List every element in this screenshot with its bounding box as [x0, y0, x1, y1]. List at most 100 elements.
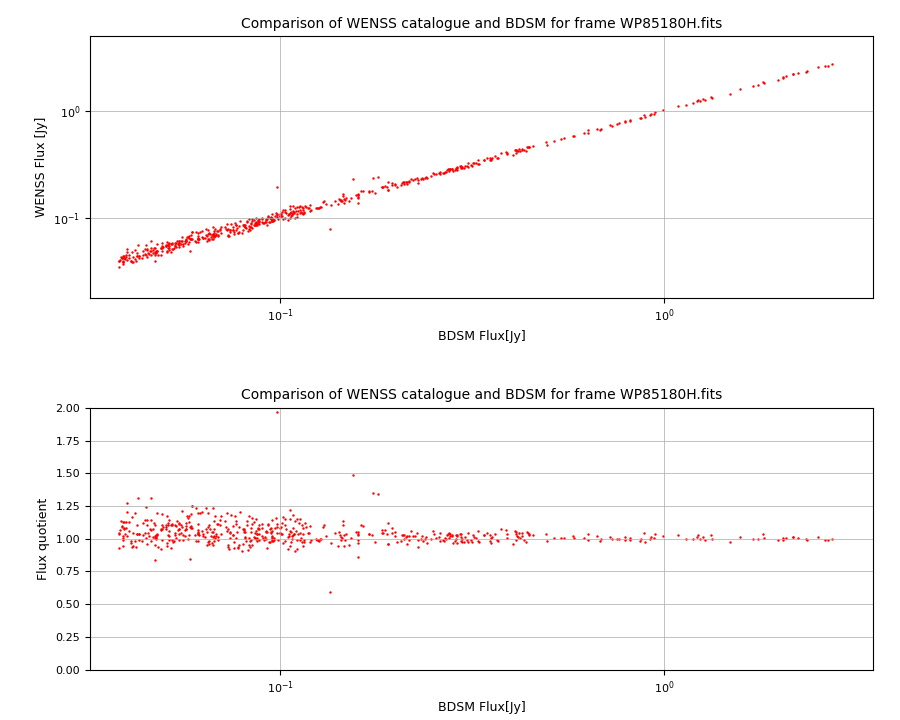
Point [454, 161, 468, 173]
Point [800, 66, 814, 77]
Point [230, 543, 245, 554]
Point [811, 61, 825, 73]
Point [336, 190, 350, 202]
Point [500, 528, 515, 540]
Point [175, 521, 189, 533]
Point [207, 530, 221, 541]
Point [477, 529, 491, 541]
Point [136, 246, 150, 257]
Point [159, 510, 174, 522]
Point [686, 97, 700, 109]
Point [199, 503, 213, 514]
Point [477, 154, 491, 166]
Point [239, 516, 254, 527]
Point [323, 223, 338, 235]
Point [618, 116, 633, 127]
Point [136, 518, 150, 529]
Point [278, 206, 293, 217]
Point [248, 219, 262, 230]
Point [206, 228, 220, 239]
Point [387, 526, 401, 538]
Point [175, 235, 189, 247]
Point [287, 516, 302, 527]
Point [122, 252, 136, 264]
Point [176, 240, 190, 251]
Point [237, 523, 251, 535]
Point [282, 530, 296, 541]
Point [356, 521, 371, 532]
Point [259, 214, 274, 225]
Point [251, 214, 266, 225]
Point [150, 507, 165, 518]
Point [191, 535, 205, 546]
Point [332, 194, 347, 205]
Point [432, 166, 446, 177]
Point [464, 536, 479, 547]
Point [212, 514, 227, 526]
Point [131, 250, 146, 261]
Point [400, 176, 414, 188]
Point [416, 536, 430, 547]
Point [150, 238, 165, 250]
Point [415, 172, 429, 184]
Point [220, 229, 235, 240]
Point [156, 241, 170, 253]
Point [408, 530, 422, 541]
Point [290, 208, 304, 220]
Point [172, 523, 186, 535]
Point [302, 202, 316, 214]
Point [634, 112, 648, 124]
Point [176, 529, 190, 541]
Point [679, 99, 693, 111]
Point [515, 530, 529, 541]
Point [148, 246, 163, 257]
Point [469, 533, 483, 544]
Point [402, 175, 417, 186]
Point [248, 219, 262, 230]
Point [618, 534, 633, 546]
Point [490, 534, 504, 545]
Point [296, 207, 310, 218]
Point [206, 531, 220, 543]
Point [335, 195, 349, 207]
Point [161, 525, 176, 536]
Point [117, 523, 131, 535]
Point [229, 219, 243, 230]
Point [155, 240, 169, 252]
Point [252, 215, 266, 226]
Point [229, 518, 243, 530]
Point [350, 529, 365, 541]
Point [261, 210, 275, 222]
Point [168, 237, 183, 248]
Point [124, 536, 139, 547]
Point [146, 247, 160, 258]
Point [183, 521, 197, 532]
Point [172, 241, 186, 253]
Point [376, 181, 391, 193]
Point [162, 534, 176, 546]
Point [192, 530, 206, 541]
Point [396, 176, 410, 188]
Point [292, 202, 306, 213]
Point [581, 528, 596, 539]
Point [117, 523, 131, 534]
Point [200, 230, 214, 242]
Point [344, 192, 358, 204]
Point [249, 513, 264, 525]
Point [419, 171, 434, 182]
X-axis label: BDSM Flux[Jy]: BDSM Flux[Jy] [437, 330, 526, 343]
Point [166, 536, 180, 548]
Point [268, 210, 283, 222]
Point [466, 530, 481, 541]
Point [266, 214, 281, 225]
Point [461, 536, 475, 548]
Point [396, 529, 410, 541]
Point [132, 534, 147, 546]
Point [259, 526, 274, 538]
Point [311, 534, 326, 546]
Point [290, 544, 304, 555]
Point [441, 532, 455, 544]
Point [143, 245, 157, 256]
Point [130, 251, 145, 262]
Point [296, 209, 310, 220]
